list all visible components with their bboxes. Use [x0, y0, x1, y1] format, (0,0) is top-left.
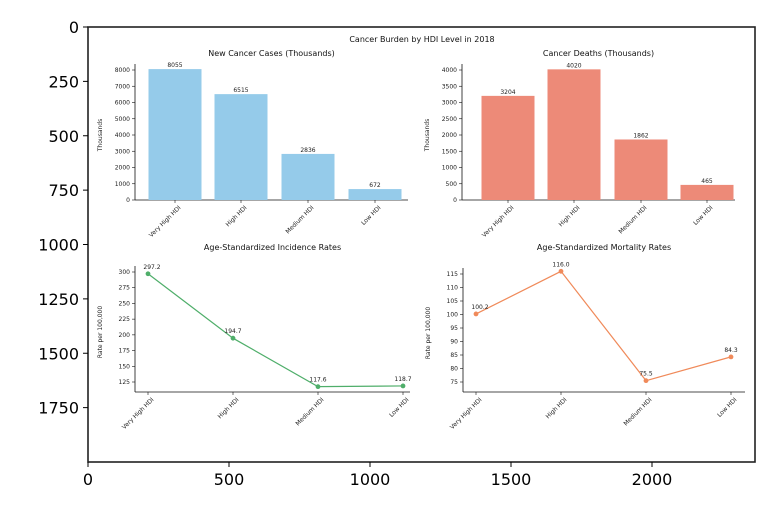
y-tick-label: 2500	[442, 116, 457, 123]
data-point	[230, 335, 236, 341]
bar	[348, 189, 402, 200]
y-tick-label: 100	[447, 312, 459, 319]
data-label: 118.7	[394, 376, 411, 383]
series-line	[147, 273, 404, 388]
y-tick-label: 175	[119, 348, 131, 355]
subplot-title: New Cancer Cases (Thousands)	[208, 49, 335, 58]
y-tick-label: 85	[450, 352, 458, 359]
data-point	[145, 271, 151, 277]
y-tick-label: 1000	[115, 181, 130, 188]
series-line	[475, 270, 732, 382]
data-point	[728, 354, 734, 360]
y-tick-label: 300	[119, 269, 131, 276]
data-point	[473, 311, 479, 317]
bar	[481, 95, 535, 200]
y-tick-label: 3000	[442, 100, 457, 107]
y-tick-label: 110	[447, 285, 459, 292]
y-axis-label: Rate per 100,000	[425, 307, 432, 360]
y-tick-label: 115	[447, 271, 459, 278]
y-tick-label: 6000	[115, 100, 130, 107]
y-tick-label: 1500	[38, 344, 79, 363]
y-axis-label: Rate per 100,000	[97, 306, 104, 359]
data-label: 465	[701, 178, 713, 185]
suptitle: Cancer Burden by HDI Level in 2018	[349, 35, 494, 44]
subplot-title: Cancer Deaths (Thousands)	[543, 49, 654, 58]
y-tick-label: 7000	[115, 83, 130, 90]
bar	[214, 94, 268, 200]
data-label: 6515	[233, 87, 248, 94]
data-point	[400, 383, 406, 389]
x-tick-label: 500	[214, 470, 245, 489]
x-tick-label: 2000	[632, 470, 673, 489]
outer-axes: 0 500 1000 1500 2000025050075010001250150017…	[38, 18, 756, 489]
bar	[281, 153, 335, 200]
y-tick-label: 250	[48, 72, 79, 91]
data-label: 194.7	[224, 328, 241, 335]
data-point	[315, 384, 321, 390]
subplot-title: Age-Standardized Mortality Rates	[537, 243, 671, 252]
y-tick-label: 500	[446, 181, 458, 188]
y-tick-label: 250	[119, 300, 131, 307]
x-tick-label: 1000	[350, 470, 391, 489]
y-tick-label: 75	[450, 379, 458, 386]
data-point	[643, 378, 649, 384]
x-tick-label: 1500	[491, 470, 532, 489]
y-tick-label: 8000	[115, 67, 130, 74]
y-tick-label: 1000	[38, 236, 79, 255]
data-point	[558, 268, 564, 274]
y-tick-label: 125	[119, 379, 131, 386]
data-label: 3204	[500, 89, 515, 96]
data-label: 297.2	[143, 264, 160, 271]
data-label: 8055	[167, 62, 182, 69]
y-tick-label: 90	[450, 339, 458, 346]
y-tick-label: 3500	[442, 83, 457, 90]
data-label: 672	[369, 182, 381, 189]
bar	[680, 184, 734, 200]
y-tick-label: 0	[453, 197, 457, 204]
y-tick-label: 200	[119, 332, 131, 339]
y-tick-label: 500	[48, 127, 79, 146]
y-tick-label: 0	[126, 197, 130, 204]
y-axis-label: Thousands	[97, 119, 104, 152]
bar	[547, 69, 601, 200]
bar	[148, 69, 202, 200]
y-tick-label: 150	[119, 363, 131, 370]
y-tick-label: 750	[48, 181, 79, 200]
y-tick-label: 5000	[115, 116, 130, 123]
y-tick-label: 3000	[115, 148, 130, 155]
x-tick-label: 0	[83, 470, 93, 489]
data-label: 84.3	[724, 347, 738, 354]
y-tick-label: 1500	[442, 148, 457, 155]
subplot-title: Age-Standardized Incidence Rates	[204, 243, 341, 252]
y-tick-label: 1250	[38, 290, 79, 309]
y-tick-label: 80	[450, 366, 458, 373]
y-tick-label: 2000	[442, 132, 457, 139]
data-label: 117.6	[309, 377, 326, 384]
y-tick-label: 105	[447, 298, 459, 305]
y-tick-label: 2000	[115, 165, 130, 172]
y-tick-label: 225	[119, 316, 131, 323]
y-tick-label: 275	[119, 285, 131, 292]
y-tick-label: 4000	[115, 132, 130, 139]
y-tick-label: 1750	[38, 399, 79, 418]
data-label: 4020	[566, 62, 581, 69]
y-tick-label: 1000	[442, 165, 457, 172]
y-tick-label: 95	[450, 325, 458, 332]
data-label: 116.0	[552, 261, 569, 268]
y-tick-label: 4000	[442, 67, 457, 74]
bar	[614, 139, 668, 200]
data-label: 100.2	[471, 304, 488, 311]
data-label: 2836	[300, 147, 315, 154]
data-label: 75.5	[639, 371, 653, 378]
data-label: 1862	[633, 132, 648, 139]
y-axis-label: Thousands	[424, 119, 431, 152]
y-tick-label: 0	[69, 18, 79, 37]
